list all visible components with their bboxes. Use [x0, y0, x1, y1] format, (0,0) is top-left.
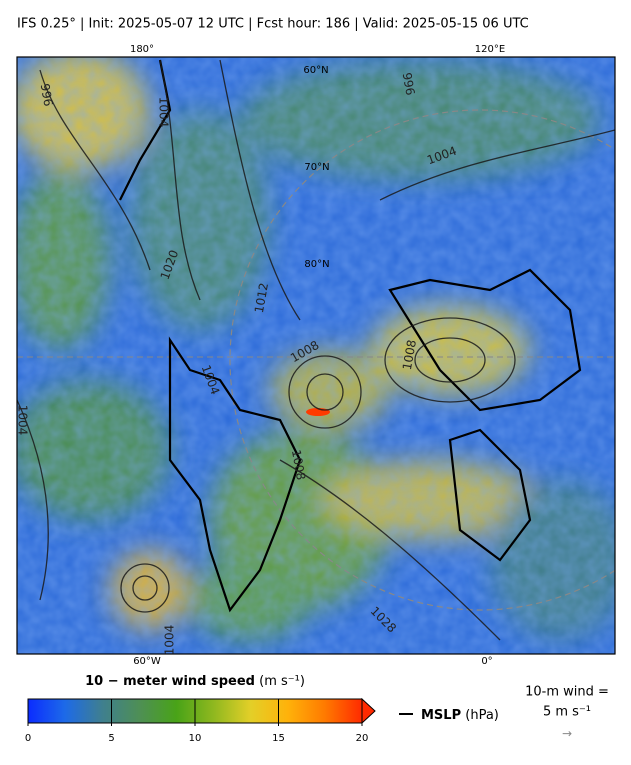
mslp-legend: MSLP (hPa)	[421, 708, 499, 723]
contour-label: 1008	[400, 339, 419, 372]
wind-value: 5 m s⁻¹	[543, 705, 591, 720]
mslp-name: MSLP	[421, 708, 461, 723]
lat-label: 70°N	[304, 162, 329, 173]
wind-label: 10-m wind =	[525, 685, 609, 700]
map	[17, 57, 615, 654]
contour-label: 1004	[163, 625, 177, 656]
colorbar-tick-label: 0	[25, 733, 31, 744]
contour-label: 1004	[16, 405, 30, 436]
contour-label: 1004	[157, 97, 171, 128]
colorbar-tick-label: 20	[356, 733, 369, 744]
title: IFS 0.25° | Init: 2025-05-07 12 UTC | Fc…	[17, 17, 529, 32]
wind-arrow: →	[562, 727, 572, 741]
lon-label: 60°W	[133, 656, 161, 667]
mslp-unit: (hPa)	[465, 708, 499, 723]
lon-label: 120°E	[475, 44, 505, 55]
colorbar-title: 10 − meter wind speed (m s⁻¹)	[85, 674, 305, 689]
colorbar-unit: (m s⁻¹)	[259, 674, 305, 689]
map-frame	[16, 56, 616, 655]
colorbar-title-text: 10 − meter wind speed	[85, 674, 255, 689]
colorbar-tick-label: 15	[272, 733, 285, 744]
contour-label: 1008	[289, 449, 308, 482]
contour-label: 1012	[252, 282, 271, 315]
colorbar-tick-label: 10	[189, 733, 202, 744]
lat-label: 60°N	[303, 65, 328, 76]
colorbar-tick-label: 5	[108, 733, 114, 744]
contour-label: 996	[400, 71, 418, 96]
lon-label: 180°	[130, 44, 154, 55]
colorbar-extend	[361, 697, 376, 725]
lat-label: 80°N	[304, 259, 329, 270]
lon-label: 0°	[481, 656, 492, 667]
contour-label: 996	[38, 82, 56, 107]
